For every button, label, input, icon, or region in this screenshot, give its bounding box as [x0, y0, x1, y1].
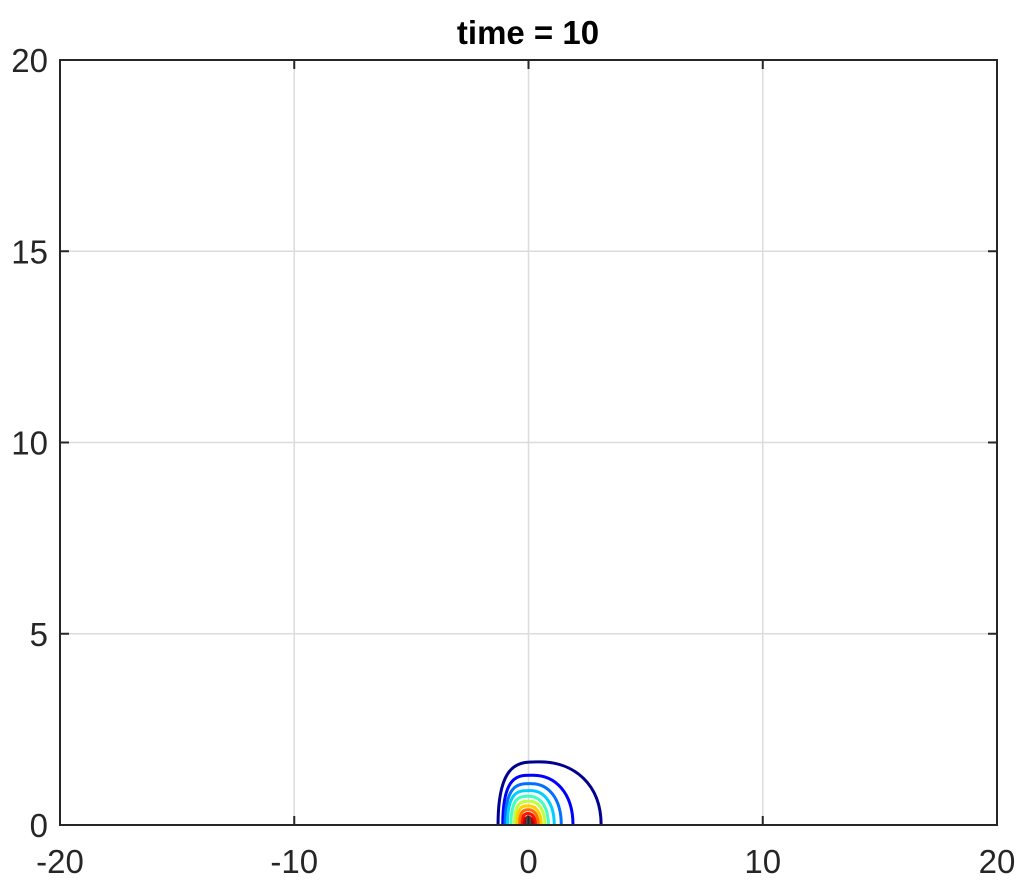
contour-line	[501, 773, 575, 826]
x-tick-label: 20	[979, 843, 1016, 880]
y-tick-label: 20	[11, 42, 48, 79]
grid-layer	[60, 60, 997, 825]
x-tick-label: -20	[36, 843, 84, 880]
tick-label-layer: -20 -10 0 10 20 0 5 10 15 20	[11, 42, 1015, 880]
tick-layer	[59, 59, 998, 826]
x-tick-label: -10	[270, 843, 318, 880]
contour-line	[503, 782, 563, 826]
y-tick-label: 10	[11, 425, 48, 462]
x-tick-label: 0	[519, 843, 537, 880]
contour-line	[518, 808, 540, 826]
contour-line	[509, 794, 550, 826]
y-tick-label: 15	[11, 233, 48, 270]
y-tick-label: 5	[30, 616, 48, 653]
contour-layer	[496, 760, 603, 826]
contour-line	[496, 760, 603, 826]
contour-line	[505, 789, 556, 826]
chart-title: time = 10	[457, 14, 599, 51]
contour-line	[515, 804, 543, 826]
x-tick-label: 10	[744, 843, 781, 880]
contour-line	[520, 812, 538, 826]
y-tick-label: 0	[30, 807, 48, 844]
contour-line	[512, 799, 547, 826]
